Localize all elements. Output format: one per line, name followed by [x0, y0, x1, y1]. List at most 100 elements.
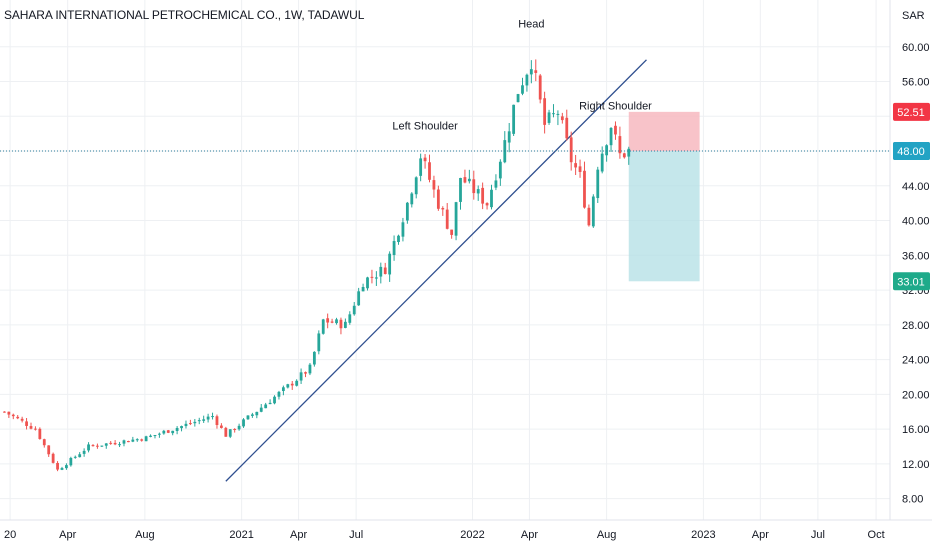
price-label-badge: [893, 102, 930, 121]
candle-up: [175, 427, 179, 432]
price-tick-label: 20.00: [902, 389, 930, 401]
time-tick-label: Jul: [349, 529, 363, 541]
candle-up: [259, 407, 263, 412]
candle-up: [512, 104, 516, 134]
price-tick-label: 40.00: [902, 216, 930, 228]
candle-up: [312, 351, 316, 365]
candle-up: [379, 266, 383, 277]
price-axis[interactable]: 8.0012.0016.0020.0024.0028.0032.0036.004…: [902, 42, 930, 506]
candle-down: [485, 203, 489, 206]
candle-up: [467, 178, 471, 182]
candle-down: [16, 416, 20, 419]
candle-up: [308, 364, 312, 374]
candle-up: [69, 457, 73, 466]
candle-up: [317, 333, 321, 352]
candle-down: [339, 319, 343, 329]
candle-up: [162, 430, 166, 434]
candle-down: [127, 440, 130, 443]
price-tick-label: 8.00: [902, 494, 923, 506]
time-tick-label: 2022: [460, 529, 484, 541]
candle-up: [171, 430, 175, 434]
candle-up: [596, 169, 600, 199]
candle-down: [428, 162, 431, 180]
candle-up: [343, 321, 347, 328]
candle-down: [38, 428, 42, 439]
candle-down: [614, 125, 617, 135]
candle-up: [361, 286, 365, 292]
candle-down: [436, 189, 440, 209]
price-tick-label: 16.00: [902, 424, 930, 436]
candle-up: [397, 235, 400, 243]
time-tick-label: Apr: [521, 529, 538, 541]
time-tick-label: Aug: [135, 529, 155, 541]
candle-up: [65, 465, 68, 469]
candle-down: [370, 276, 374, 278]
candle-down: [560, 116, 564, 121]
chart-title: SAHARA INTERNATIONAL PETROCHEMICAL CO., …: [4, 8, 365, 22]
candle-down: [383, 267, 387, 274]
candle-up: [144, 436, 148, 442]
candle-up: [299, 372, 303, 381]
candle-down: [587, 207, 591, 226]
stop-loss-zone: [628, 111, 700, 152]
candle-up: [281, 387, 285, 391]
candle-down: [47, 445, 51, 455]
pattern-annotation: Left Shoulder: [392, 120, 458, 132]
candle-down: [29, 426, 33, 429]
candle-up: [237, 425, 241, 430]
candle-up: [357, 291, 361, 306]
candle-down: [472, 179, 476, 194]
candle-up: [277, 391, 281, 397]
candle-up: [410, 193, 414, 205]
candle-down: [140, 439, 144, 441]
price-tick-label: 44.00: [902, 181, 930, 193]
time-tick-label: Apr: [59, 529, 76, 541]
candle-up: [268, 402, 272, 405]
price-tick-label: 12.00: [902, 459, 930, 471]
candle-up: [591, 196, 595, 227]
candle-up: [228, 429, 232, 437]
candle-down: [534, 70, 538, 73]
currency-label: SAR: [902, 10, 925, 22]
annotations-layer: Left Shoulder Head Right Shoulder: [392, 19, 652, 133]
grid-lines: [0, 0, 890, 520]
price-tick-label: 28.00: [902, 320, 930, 332]
candle-up: [476, 189, 480, 194]
time-tick-label: 20: [4, 529, 16, 541]
time-axis[interactable]: 20 Apr Aug 2021 Apr Jul 2022 Apr Aug 2023 Apr Jul Oc…: [4, 529, 885, 541]
candle-up: [419, 158, 423, 176]
trendline-layer: [225, 59, 647, 482]
candle-down: [3, 411, 6, 413]
candle-up: [525, 74, 529, 86]
candle-up: [87, 444, 90, 451]
price-label-badge: [893, 142, 930, 161]
candle-down: [304, 372, 307, 374]
candle-up: [388, 253, 392, 275]
position-zones: [628, 111, 700, 282]
time-tick-label: Oct: [868, 529, 885, 541]
candle-down: [423, 157, 427, 162]
candle-down: [20, 418, 24, 421]
candle-up: [149, 435, 152, 437]
candle-down: [445, 209, 449, 229]
candle-down: [569, 137, 573, 163]
candle-up: [255, 411, 259, 416]
candle-up: [627, 148, 631, 157]
candle-up: [609, 127, 613, 146]
candle-up: [193, 421, 197, 424]
candle-up: [286, 384, 290, 388]
candle-down: [463, 177, 467, 183]
candle-down: [578, 166, 582, 172]
candle-down: [113, 442, 117, 445]
candle-up: [605, 145, 609, 156]
candle-up: [392, 241, 396, 256]
candle-up: [206, 416, 210, 420]
candle-up: [401, 222, 405, 237]
candle-up: [78, 454, 82, 458]
price-label-badge: [893, 272, 930, 291]
candle-up: [600, 153, 604, 172]
candle-down: [233, 429, 237, 431]
candle-down: [618, 136, 622, 154]
